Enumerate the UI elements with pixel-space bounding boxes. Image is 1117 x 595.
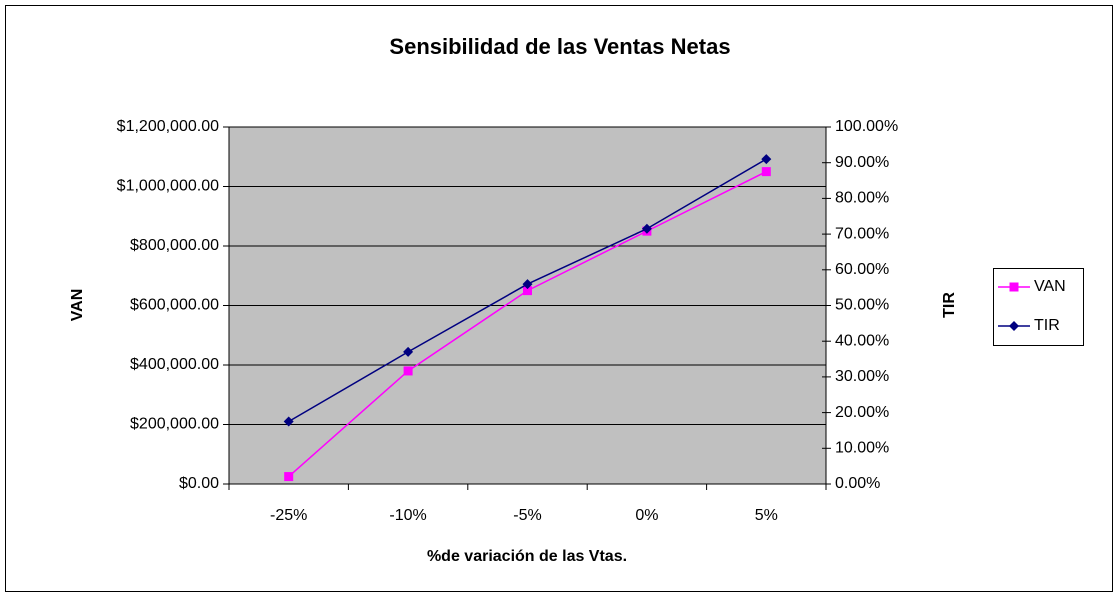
x-tick-label: 0% <box>635 507 658 524</box>
data-point <box>284 472 294 482</box>
y2-tick-label: 60.00% <box>835 261 889 278</box>
y2-tick-label: 0.00% <box>835 475 880 492</box>
data-point <box>761 154 772 165</box>
y2-tick-label: 90.00% <box>835 154 889 171</box>
data-point <box>523 286 532 296</box>
legend-marker <box>1009 282 1019 292</box>
legend-marker <box>1009 321 1019 331</box>
y2-tick-label: 70.00% <box>835 225 889 242</box>
y2-axis-title: TIR <box>941 292 958 318</box>
x-axis-title: %de variación de las Vtas. <box>427 548 627 565</box>
x-tick-label: 5% <box>755 507 778 524</box>
y-tick-label: $1,000,000.00 <box>117 178 219 195</box>
y-tick-label: $1,200,000.00 <box>117 118 219 135</box>
chart-title: Sensibilidad de las Ventas Netas <box>389 34 730 59</box>
y2-tick-label: 80.00% <box>835 190 889 207</box>
y2-tick-label: 40.00% <box>835 332 889 349</box>
data-point <box>761 167 771 177</box>
y2-tick-label: 100.00% <box>835 118 898 135</box>
y2-tick-label: 10.00% <box>835 440 889 457</box>
y-tick-label: $0.00 <box>179 475 219 492</box>
y2-tick-label: 30.00% <box>835 368 889 385</box>
legend-label: VAN <box>1034 278 1066 295</box>
y-tick-label: $400,000.00 <box>130 356 219 373</box>
x-tick-label: -25% <box>270 507 307 524</box>
y-tick-label: $200,000.00 <box>130 416 219 433</box>
x-tick-label: -10% <box>389 507 426 524</box>
legend-box <box>993 268 1084 346</box>
data-point <box>403 346 414 357</box>
y2-tick-label: 50.00% <box>835 297 889 314</box>
y-tick-label: $600,000.00 <box>130 297 219 314</box>
legend-label: TIR <box>1034 317 1060 334</box>
data-point <box>403 366 413 376</box>
data-point <box>522 279 533 290</box>
x-tick-label: -5% <box>513 507 541 524</box>
y-axis-title: VAN <box>69 289 86 322</box>
data-point <box>283 416 294 427</box>
y2-tick-label: 20.00% <box>835 404 889 421</box>
y-tick-label: $800,000.00 <box>130 237 219 254</box>
data-point <box>641 223 652 234</box>
